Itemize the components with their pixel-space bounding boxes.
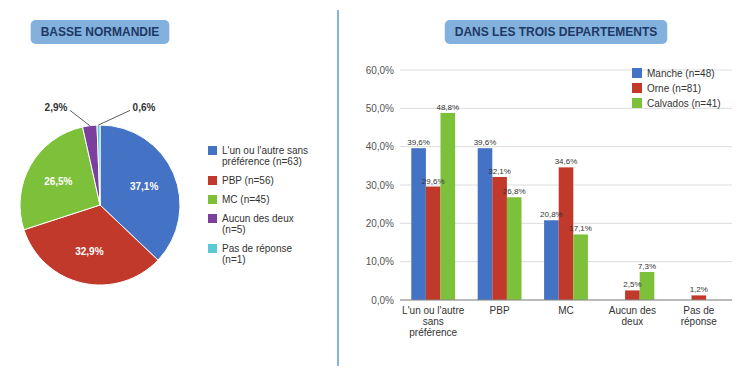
bar <box>441 113 456 300</box>
legend-label: L'un ou l'autre sanspréférence (n=63) <box>222 145 308 167</box>
category-label: Aucun desdeux <box>609 305 656 327</box>
pie-slice <box>83 125 100 205</box>
data-label: 0,6% <box>133 102 156 113</box>
title-background <box>445 20 667 44</box>
legend-swatch <box>208 244 217 253</box>
legend-label: Pas de réponse(n=1) <box>222 243 292 265</box>
tick-label: 40,0% <box>366 141 394 152</box>
x-axis-line <box>400 300 732 301</box>
x-axis: L'un ou l'autresanspréférence PBP MC Aucun … <box>402 305 717 338</box>
legend-swatch <box>208 195 217 204</box>
bar <box>640 272 655 300</box>
legend-swatch <box>632 98 642 108</box>
tick-label: 20,0% <box>366 218 394 229</box>
bar <box>426 187 441 300</box>
legend-label: Orne (n=81) <box>647 83 701 94</box>
legend-swatch <box>208 176 217 185</box>
legend-label: Calvados (n=41) <box>647 98 721 109</box>
bars <box>411 113 706 300</box>
title: DANS LES TROIS DEPARTEMENTS <box>455 25 657 39</box>
data-label: 32,1% <box>488 167 511 176</box>
pie-slice <box>97 125 100 205</box>
chart: BASSE NORMANDIE 37,1% 32,9% 26,5% 2,9% 0,6% L'… <box>0 0 742 376</box>
separator <box>337 10 339 366</box>
data-label: 26,5% <box>44 176 72 187</box>
bar <box>544 220 559 300</box>
bar <box>625 290 640 300</box>
data-label: 26,8% <box>503 187 526 196</box>
data-label: 2,9% <box>45 102 68 113</box>
data-label: 37,1% <box>130 181 158 192</box>
legend-label: MC (n=45) <box>222 194 270 205</box>
pie <box>20 125 180 285</box>
title-box: DANS LES TROIS DEPARTEMENTS <box>445 20 667 44</box>
title-box: BASSE NORMANDIE <box>31 20 170 44</box>
tick-label: 10,0% <box>366 256 394 267</box>
legend-swatch <box>632 83 642 93</box>
bar <box>691 295 706 300</box>
legend: L'un ou l'autre sanspréférence (n=63) PBP… <box>208 145 308 265</box>
data-label: 7,3% <box>638 262 656 271</box>
legend-swatch <box>208 146 217 155</box>
leader-line <box>70 110 90 125</box>
bar <box>411 148 426 300</box>
category-label: MC <box>558 305 574 316</box>
leader-line <box>98 110 130 125</box>
title: BASSE NORMANDIE <box>41 25 160 39</box>
bar <box>573 234 588 300</box>
tick-label: 0,0% <box>371 295 394 306</box>
tick-label: 50,0% <box>366 103 394 114</box>
tick-label: 60,0% <box>366 65 394 76</box>
category-label: PBP <box>490 305 510 316</box>
category-label: L'un ou l'autresanspréférence <box>402 305 465 338</box>
legend-label: Aucun des deux(n=5) <box>222 213 294 235</box>
y-axis: 0,0% 10,0% 20,0% 30,0% 40,0% 50,0% 60,0% <box>366 65 732 306</box>
legend-label: Manche (n=48) <box>647 68 715 79</box>
grid-line <box>400 300 732 301</box>
legend-swatch <box>632 68 642 78</box>
data-label: 39,6% <box>407 138 430 147</box>
data-label: 29,6% <box>422 177 445 186</box>
data-label: 2,5% <box>623 280 641 289</box>
data-label: 39,6% <box>474 138 497 147</box>
bar <box>559 167 574 300</box>
legend-label: PBP (n=56) <box>222 175 274 186</box>
data-label: 20,8% <box>540 210 563 219</box>
tick-label: 30,0% <box>366 180 394 191</box>
data-label: 48,8% <box>436 103 459 112</box>
legend: Manche (n=48) Orne (n=81) Calvados (n=41) <box>632 68 721 109</box>
bar <box>507 197 522 300</box>
data-label: 17,1% <box>569 224 592 233</box>
legend-swatch <box>208 214 217 223</box>
data-label: 34,6% <box>555 157 578 166</box>
data-label: 1,2% <box>690 285 708 294</box>
category-label: Pas deréponse <box>681 305 718 327</box>
title-background <box>31 20 170 44</box>
data-labels: 39,6% 39,6% 20,8% 29,6% 32,1% 34,6% 2,5% 1,2% 48… <box>407 103 708 294</box>
data-label: 32,9% <box>75 246 103 257</box>
